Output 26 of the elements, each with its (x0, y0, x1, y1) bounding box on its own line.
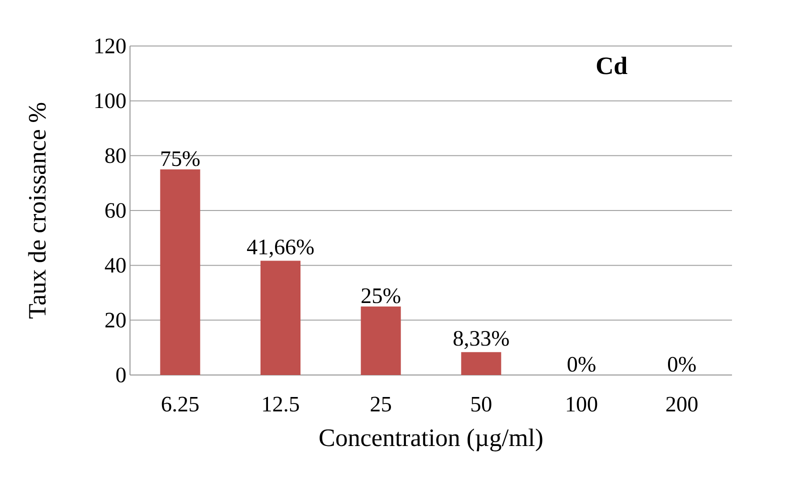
x-tick-label: 25 (370, 396, 391, 412)
y-tick-label: 0 (116, 368, 126, 382)
bar (260, 260, 300, 375)
y-tick-label: 60 (105, 203, 126, 218)
y-tick-label: 120 (95, 38, 126, 54)
data-label: 8,33% (454, 330, 509, 349)
y-tick-label: 40 (104, 258, 126, 273)
chart-title: Cd (596, 56, 628, 74)
bar (360, 306, 401, 375)
x-tick-label: 6.25 (162, 396, 199, 412)
x-tick-label: 200 (666, 396, 698, 412)
x-tick-label: 100 (566, 396, 598, 412)
y-tick-label: 100 (95, 93, 126, 108)
y-tick-label: 20 (105, 312, 126, 328)
data-label: 41,66% (247, 240, 314, 258)
x-tick-label: 12.5 (263, 396, 299, 412)
y-axis-title: Taux de croissance % (28, 102, 46, 318)
x-tick-label: 50 (471, 396, 492, 412)
data-label: 0% (568, 356, 596, 372)
bar (160, 169, 200, 375)
data-label: 25% (362, 288, 400, 304)
x-axis-title: Concentration (µg/ml) (320, 428, 542, 452)
bar (461, 352, 502, 375)
y-tick-label: 80 (105, 148, 126, 164)
data-label: 0% (668, 356, 696, 372)
data-label: 75% (161, 151, 200, 166)
